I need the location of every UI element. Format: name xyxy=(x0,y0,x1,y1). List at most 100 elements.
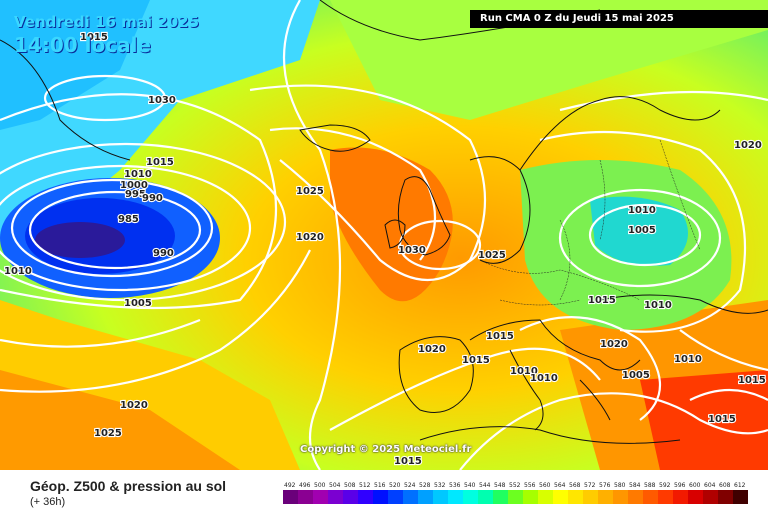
scale-tick-label: 592 xyxy=(659,482,671,489)
scale-tick-label: 524 xyxy=(404,482,416,489)
scale-tick-label: 536 xyxy=(449,482,461,489)
scale-swatch xyxy=(313,490,328,504)
scale-tick-label: 552 xyxy=(509,482,521,489)
scale-swatch xyxy=(508,490,523,504)
scale-tick-label: 532 xyxy=(434,482,446,489)
scale-swatch xyxy=(718,490,733,504)
scale-tick-label: 528 xyxy=(419,482,431,489)
scale-swatch xyxy=(673,490,688,504)
scale-swatch xyxy=(493,490,508,504)
scale-swatch xyxy=(733,490,748,504)
scale-swatch xyxy=(658,490,673,504)
low-core xyxy=(35,222,125,258)
mild-zone-north xyxy=(330,0,768,120)
cold-zone-corner xyxy=(0,0,150,130)
isobar-label: 1015 xyxy=(486,331,514,342)
isobar-label: 1010 xyxy=(530,373,558,384)
color-scale: 492 496 500 504 508 512 516 520 524 528 532 536 540 5… xyxy=(283,482,748,504)
isobar-label: 1015 xyxy=(588,295,616,306)
scale-swatch xyxy=(598,490,613,504)
scale-swatch xyxy=(583,490,598,504)
scale-swatch xyxy=(448,490,463,504)
scale-tick-label: 496 xyxy=(299,482,311,489)
isobar-label: 1015 xyxy=(708,414,736,425)
scale-swatch xyxy=(688,490,703,504)
scale-tick-label: 608 xyxy=(719,482,731,489)
isobar-label: 1020 xyxy=(418,344,446,355)
copyright-notice: Copyright © 2025 Meteociel.fr xyxy=(300,444,472,455)
hot-zone-southwest xyxy=(0,370,240,470)
isobar-label: 990 xyxy=(153,248,174,259)
scale-swatch xyxy=(418,490,433,504)
isobar-label: 1030 xyxy=(148,95,176,106)
isobar-label: 1010 xyxy=(628,205,656,216)
ridge-core xyxy=(330,147,453,302)
isobar-label: 1020 xyxy=(734,140,762,151)
isobar-label: 1015 xyxy=(80,32,108,43)
isobar-label: 1030 xyxy=(398,245,426,256)
scale-tick-label: 564 xyxy=(554,482,566,489)
isobar-label: 990 xyxy=(142,193,163,204)
isobar-label: 1025 xyxy=(296,186,324,197)
scale-tick-label: 572 xyxy=(584,482,596,489)
isobar-label: 1020 xyxy=(296,232,324,243)
scale-tick-label: 540 xyxy=(464,482,476,489)
scale-swatch xyxy=(463,490,478,504)
scale-swatch xyxy=(568,490,583,504)
isobar-label: 1010 xyxy=(124,169,152,180)
isobar-label: 995 xyxy=(125,189,146,200)
isobar-labels: 1015 1030 1015 1010 1000 995 990 985 990… xyxy=(3,31,767,468)
legend-subtitle: (+ 36h) xyxy=(30,496,66,508)
scale-swatch xyxy=(433,490,448,504)
scale-tick-label: 516 xyxy=(374,482,386,489)
scale-swatch xyxy=(538,490,553,504)
scale-swatch xyxy=(628,490,643,504)
scale-swatch xyxy=(298,490,313,504)
borders xyxy=(479,139,701,306)
scale-tick-label: 588 xyxy=(644,482,656,489)
scale-tick-label: 560 xyxy=(539,482,551,489)
scale-swatch xyxy=(328,490,343,504)
scale-swatch xyxy=(358,490,373,504)
scale-swatch xyxy=(703,490,718,504)
isobar-label: 1010 xyxy=(644,300,672,311)
scale-tick-label: 492 xyxy=(284,482,296,489)
scale-tick-label: 520 xyxy=(389,482,401,489)
scale-tick-label: 580 xyxy=(614,482,626,489)
hot-zone-southeast xyxy=(640,370,768,470)
geopotential-map: 1015 1030 1015 1010 1000 995 990 985 990… xyxy=(0,0,768,470)
scale-swatch xyxy=(553,490,568,504)
forecast-date: Vendredi 16 mai 2025 xyxy=(14,13,200,31)
scale-tick-label: 604 xyxy=(704,482,716,489)
scale-tick-label: 556 xyxy=(524,482,536,489)
scale-tick-label: 584 xyxy=(629,482,641,489)
scale-swatch xyxy=(283,490,298,504)
forecast-time: 14:00 locale xyxy=(14,33,151,57)
isobar-label: 1005 xyxy=(622,370,650,381)
scale-tick-label: 600 xyxy=(689,482,701,489)
isobar-label: 1010 xyxy=(510,366,538,377)
isobar-label: 1015 xyxy=(738,375,766,386)
isobar-label: 1000 xyxy=(120,180,148,191)
isobar-label: 1015 xyxy=(146,157,174,168)
scale-tick-label: 612 xyxy=(734,482,746,489)
scale-tick-label: 512 xyxy=(359,482,371,489)
scale-tick-label: 544 xyxy=(479,482,491,489)
isobar-label: 1015 xyxy=(462,355,490,366)
isobar-label: 1025 xyxy=(478,250,506,261)
isobar-label: 1020 xyxy=(600,339,628,350)
isobar-label: 1010 xyxy=(674,354,702,365)
scale-tick-label: 568 xyxy=(569,482,581,489)
scale-tick-label: 596 xyxy=(674,482,686,489)
scale-swatch xyxy=(373,490,388,504)
isobar-label: 1005 xyxy=(628,225,656,236)
isobar-lines xyxy=(0,0,768,470)
scale-tick-label: 504 xyxy=(329,482,341,489)
isobar-label: 985 xyxy=(118,214,139,225)
isobar-label: 1010 xyxy=(4,266,32,277)
scale-swatch xyxy=(343,490,358,504)
scale-swatch xyxy=(613,490,628,504)
legend-title: Géop. Z500 & pression au sol xyxy=(30,478,227,494)
isobar-label: 1015 xyxy=(394,456,422,467)
